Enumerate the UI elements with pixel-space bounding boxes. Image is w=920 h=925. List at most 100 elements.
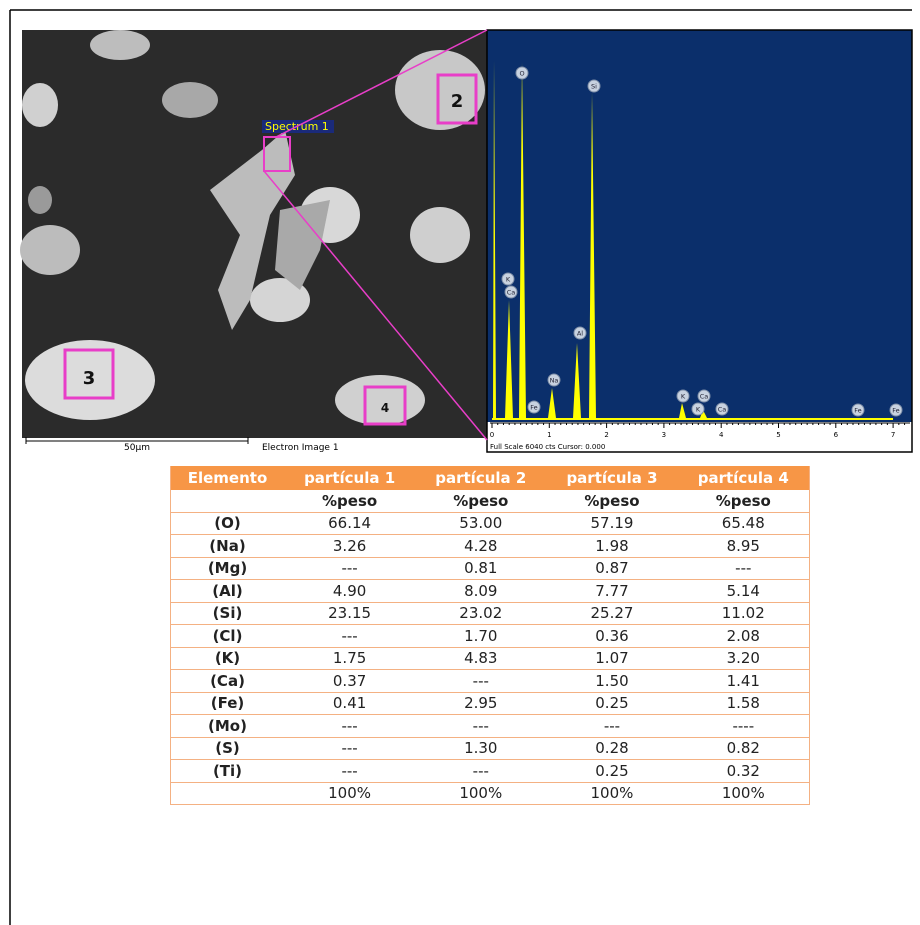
table-cell: (Si): [170, 602, 284, 625]
table-row: (Fe) 0.41 2.95 0.25 1.58: [170, 692, 810, 715]
peak-marker: [573, 326, 587, 340]
table-cell: (Na): [170, 534, 284, 558]
table-cell: 1.50: [546, 669, 678, 693]
peak-marker: [715, 402, 729, 416]
peak-marker: [504, 285, 518, 299]
table-cell: 0.25: [546, 692, 678, 715]
table-cell: 0.41: [284, 692, 416, 715]
table-cell: ---: [415, 759, 547, 783]
table-row: (K) 1.75 4.83 1.07 3.20: [170, 647, 810, 670]
table-row: (Cl) --- 1.70 0.36 2.08: [170, 624, 810, 648]
table-cell: (K): [170, 647, 284, 670]
region-label: 3: [83, 368, 96, 389]
table-cell: 1.98: [546, 534, 678, 558]
scale-bar: 50µm: [124, 443, 150, 453]
spectrum: [486, 29, 913, 453]
table-cell: partícula 1: [284, 466, 416, 490]
sem-image: [20, 30, 487, 452]
spectrum-status: Full Scale 6040 cts Cursor: 0.000: [490, 443, 605, 451]
table-cell: (Mo): [170, 714, 284, 738]
table-row: (S) --- 1.30 0.28 0.82: [170, 737, 810, 760]
peak-marker: [851, 403, 865, 417]
table-cell: (Ca): [170, 669, 284, 693]
table-cell: 100%: [415, 782, 547, 805]
table-row: 100% 100% 100% 100%: [170, 782, 810, 805]
table-cell: 23.15: [284, 602, 416, 625]
table-cell: ---: [284, 624, 416, 648]
table-cell: (S): [170, 737, 284, 760]
table-cell: 11.02: [677, 602, 810, 625]
axis-tick-label: 4: [719, 431, 724, 439]
table-cell: 0.32: [677, 759, 810, 783]
table-row: (Mo) --- --- --- ----: [170, 714, 810, 738]
table-cell: (Ti): [170, 759, 284, 783]
peak-label: Al: [577, 330, 583, 338]
table-cell: 1.58: [677, 692, 810, 715]
table-row: (Al) 4.90 8.09 7.77 5.14: [170, 579, 810, 603]
table-row: (O) 66.14 53.00 57.19 65.48: [170, 512, 810, 535]
table-cell: (O): [170, 512, 284, 535]
table-cell: ---: [284, 714, 416, 738]
zoom-line: [275, 29, 488, 138]
table-cell: 0.25: [546, 759, 678, 783]
zoom-line: [263, 170, 488, 441]
table-row: %peso %peso %peso %peso: [170, 490, 810, 513]
table-cell: ---: [415, 669, 547, 693]
table-cell: (Al): [170, 579, 284, 603]
region-label: 4: [381, 401, 389, 415]
table-cell: ---: [284, 737, 416, 760]
peak-marker: [515, 66, 529, 80]
table-cell: 5.14: [677, 579, 810, 603]
table-cell: 2.08: [677, 624, 810, 648]
table-cell: 100%: [284, 782, 416, 805]
table-cell: 8.09: [415, 579, 547, 603]
peak-label: Fe: [892, 407, 899, 415]
table-cell: 25.27: [546, 602, 678, 625]
table-cell: %peso: [415, 490, 547, 513]
table-cell: %peso: [546, 490, 678, 513]
table-cell: %peso: [284, 490, 416, 513]
table-cell: [170, 782, 284, 805]
peak-label: Na: [550, 377, 559, 385]
table-cell: partícula 2: [415, 466, 547, 490]
table-cell: ---: [284, 557, 416, 580]
table-cell: 100%: [546, 782, 678, 805]
table-cell: 66.14: [284, 512, 416, 535]
table-cell: 0.81: [415, 557, 547, 580]
table-row: (Ca) 0.37 --- 1.50 1.41: [170, 669, 810, 693]
table-cell: 23.02: [415, 602, 547, 625]
table-row: (Si) 23.15 23.02 25.27 11.02: [170, 602, 810, 625]
table-cell: 7.77: [546, 579, 678, 603]
axis-tick-label: 0: [490, 431, 494, 439]
table-cell: ----: [677, 714, 810, 738]
table-cell: 53.00: [415, 512, 547, 535]
table-row: (Na) 3.26 4.28 1.98 8.95: [170, 534, 810, 558]
table-cell: (Fe): [170, 692, 284, 715]
axis-tick-label: 5: [776, 431, 780, 439]
table-cell: 65.48: [677, 512, 810, 535]
peak-label: Ca: [507, 289, 516, 297]
axis-tick-label: 2: [604, 431, 608, 439]
peak-label: K: [696, 406, 701, 414]
table-cell: 4.90: [284, 579, 416, 603]
table-row: Elemento partícula 1 partícula 2 partícula …: [170, 466, 810, 490]
table-cell: 2.95: [415, 692, 547, 715]
peak-marker: [527, 400, 541, 414]
peak-label: K: [681, 393, 686, 401]
peak-label: K: [506, 276, 511, 284]
axis-tick-label: 7: [891, 431, 895, 439]
table-cell: 1.30: [415, 737, 547, 760]
table-cell: 1.07: [546, 647, 678, 670]
table-row: (Ti) --- --- 0.25 0.32: [170, 759, 810, 783]
table-cell: 0.36: [546, 624, 678, 648]
table-cell: 0.82: [677, 737, 810, 760]
table-cell: 3.26: [284, 534, 416, 558]
table-cell: [170, 490, 284, 513]
image-caption: Electron Image 1: [262, 443, 339, 453]
table-cell: Elemento: [170, 466, 284, 490]
peak-marker: [547, 373, 561, 387]
axis-tick-label: 1: [547, 431, 551, 439]
peak-marker: [501, 272, 515, 286]
